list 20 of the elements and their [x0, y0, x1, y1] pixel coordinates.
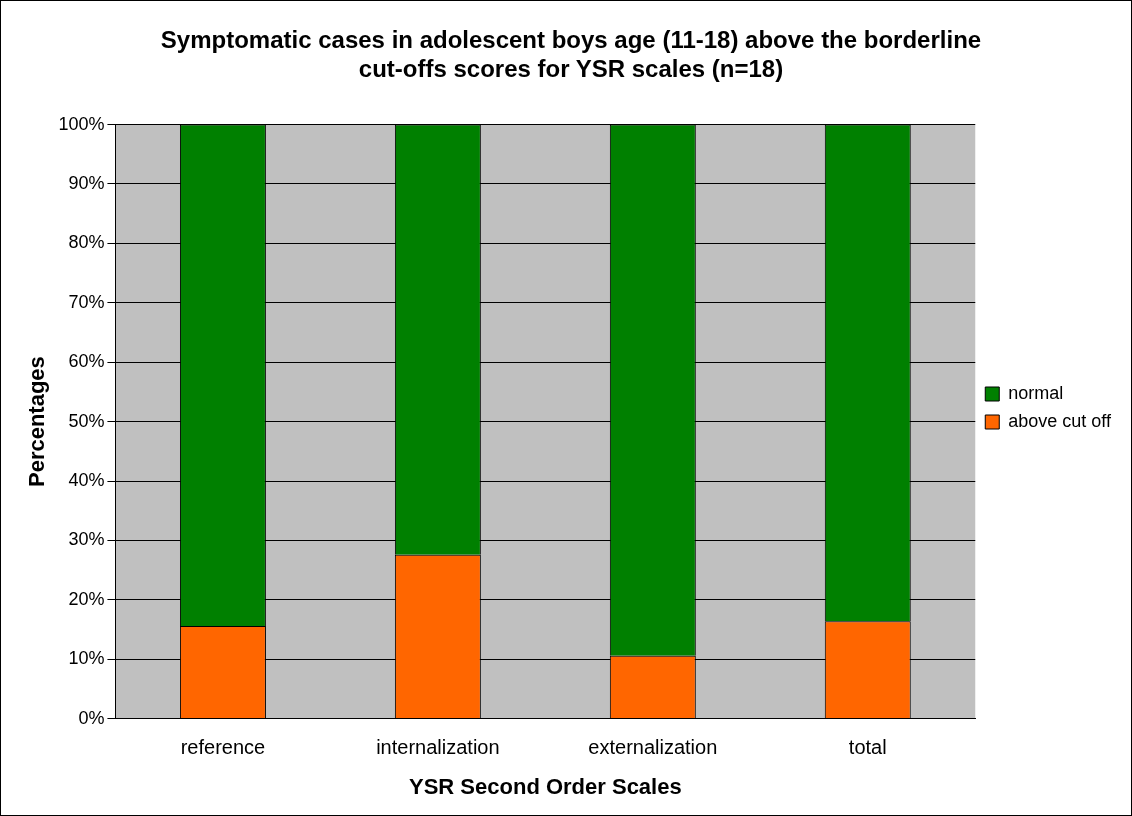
y-tick-label: 90%	[68, 172, 105, 193]
y-tick-label: 100%	[58, 113, 105, 134]
x-tick-label: externalization	[588, 736, 718, 759]
y-tick-label: 10%	[68, 648, 105, 669]
x-tick-label: internalization	[376, 736, 500, 759]
y-tick-label: 70%	[68, 291, 105, 312]
y-tick-label: 20%	[68, 588, 105, 609]
y-tick-label: 80%	[68, 232, 105, 253]
y-tick-label: 50%	[68, 410, 105, 431]
y-tick-label: 0%	[78, 707, 105, 728]
y-axis-title: Percentages	[24, 356, 50, 488]
x-tick-label: reference	[180, 736, 266, 759]
y-tick-label: 60%	[68, 351, 105, 372]
x-tick-label: total	[848, 736, 887, 759]
chart-title: Symptomatic cases in adolescent boys age (11-18) above the borderline cut-offs scores for YSR scales (n=18)	[160, 26, 982, 82]
y-tick-label: 30%	[68, 529, 105, 550]
x-axis-title: YSR Second Order Scales	[409, 773, 682, 799]
legend-label: above cut off	[1008, 410, 1112, 431]
y-tick-label: 40%	[68, 469, 105, 490]
legend-label: normal	[1008, 382, 1064, 403]
